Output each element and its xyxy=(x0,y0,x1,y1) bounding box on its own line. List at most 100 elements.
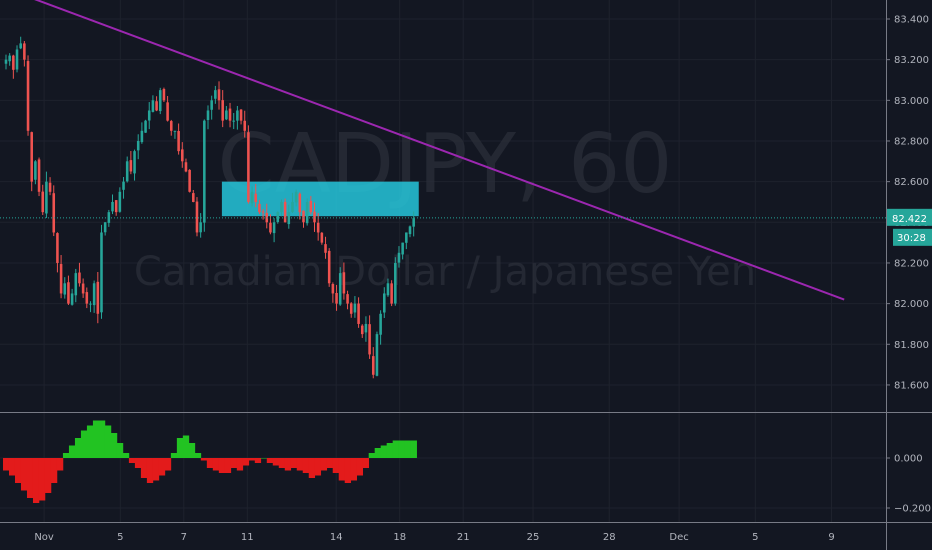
candle-body xyxy=(96,281,100,314)
candle-body xyxy=(338,273,342,305)
candle-body xyxy=(342,272,346,294)
candle-body xyxy=(283,201,287,223)
candle-body xyxy=(45,181,48,214)
histogram-bar xyxy=(134,458,142,468)
candle-body xyxy=(136,140,140,151)
histogram-bar xyxy=(278,458,286,468)
candle-body xyxy=(26,61,30,131)
candle-body xyxy=(41,191,45,213)
histogram-bar xyxy=(14,458,22,483)
histogram-bar xyxy=(170,453,178,458)
histogram-bar xyxy=(182,435,190,458)
countdown-label: 30:28 xyxy=(897,233,926,244)
candle-body xyxy=(147,110,151,121)
candle-body xyxy=(294,191,298,203)
price-tick-label: 82.000 xyxy=(894,299,929,310)
candle-body xyxy=(254,193,258,202)
candle-body xyxy=(85,292,89,304)
histogram-bar xyxy=(374,448,381,458)
date-label: Nov xyxy=(34,532,54,543)
candle-body xyxy=(144,120,147,133)
grid xyxy=(0,0,886,522)
candle-body xyxy=(335,292,338,304)
candle-body xyxy=(371,356,375,375)
histogram-bar xyxy=(326,458,334,468)
candle-body xyxy=(305,201,309,224)
price-tick-label: 82.800 xyxy=(894,136,929,147)
trend-layer[interactable] xyxy=(6,0,845,301)
histogram-bar xyxy=(230,458,238,468)
histogram-bar xyxy=(386,443,393,458)
histogram-bar xyxy=(146,458,154,483)
candle-body xyxy=(48,182,52,192)
candle-body xyxy=(383,293,386,313)
histogram-bar xyxy=(200,458,208,461)
histogram-bar xyxy=(80,430,88,458)
candles[interactable] xyxy=(4,36,415,379)
histogram-bar xyxy=(254,458,262,463)
candle-body xyxy=(302,210,305,223)
candle-body xyxy=(129,160,133,172)
candle-body xyxy=(8,55,11,62)
candle-body xyxy=(78,272,81,284)
price-tick-label: 81.800 xyxy=(894,340,929,351)
candle-body xyxy=(173,130,177,132)
histogram-bar xyxy=(308,458,316,478)
candle-body xyxy=(346,294,349,304)
candle-body xyxy=(324,244,327,253)
indicator-histogram[interactable] xyxy=(3,420,417,504)
histogram-bar xyxy=(224,458,232,473)
candle-body xyxy=(276,212,280,223)
candle-body xyxy=(368,324,371,355)
histogram-bar xyxy=(74,438,82,458)
histogram-bar xyxy=(350,458,358,481)
candle-body xyxy=(125,161,129,182)
candle-body xyxy=(188,169,191,192)
candle-body xyxy=(261,211,265,213)
candle-body xyxy=(280,201,283,213)
candle-body xyxy=(265,212,269,223)
candle-body xyxy=(30,132,33,182)
candle-body xyxy=(133,151,136,174)
histogram-bar xyxy=(362,458,370,468)
candle-body xyxy=(70,293,74,305)
candle-body xyxy=(379,313,382,335)
histogram-bar xyxy=(68,445,76,458)
histogram-bar xyxy=(20,458,28,491)
date-label: 18 xyxy=(393,532,406,543)
date-label: 25 xyxy=(527,532,540,543)
candle-body xyxy=(114,200,118,213)
candle-body xyxy=(320,232,324,243)
histogram-bar xyxy=(56,458,64,471)
candle-body xyxy=(23,43,26,60)
histogram-bar xyxy=(218,458,226,473)
candle-body xyxy=(364,323,368,333)
candle-body xyxy=(15,49,19,70)
histogram-bar xyxy=(194,453,202,458)
histogram-bar xyxy=(314,458,322,476)
candle-body xyxy=(309,201,313,213)
candle-body xyxy=(386,283,390,296)
candle-body xyxy=(12,55,15,70)
histogram-bar xyxy=(104,425,112,458)
candle-body xyxy=(118,191,122,212)
histogram-bar xyxy=(8,458,16,476)
histogram-bar xyxy=(188,443,196,458)
histogram-bar xyxy=(32,458,40,503)
candle-body xyxy=(247,132,250,202)
candle-body xyxy=(81,283,85,294)
histogram-bar xyxy=(92,420,100,458)
candle-body xyxy=(217,89,221,101)
indicator-tick-label: 0.000 xyxy=(894,454,923,465)
candle-body xyxy=(316,222,320,233)
histogram-bar xyxy=(242,458,250,466)
candle-body xyxy=(151,100,155,112)
candle-body xyxy=(177,131,180,152)
candle-body xyxy=(122,181,125,190)
histogram-bar xyxy=(62,453,70,458)
histogram-bar xyxy=(3,458,10,471)
candle-body xyxy=(162,88,166,101)
candle-body xyxy=(192,193,195,202)
candle-body xyxy=(195,201,199,233)
